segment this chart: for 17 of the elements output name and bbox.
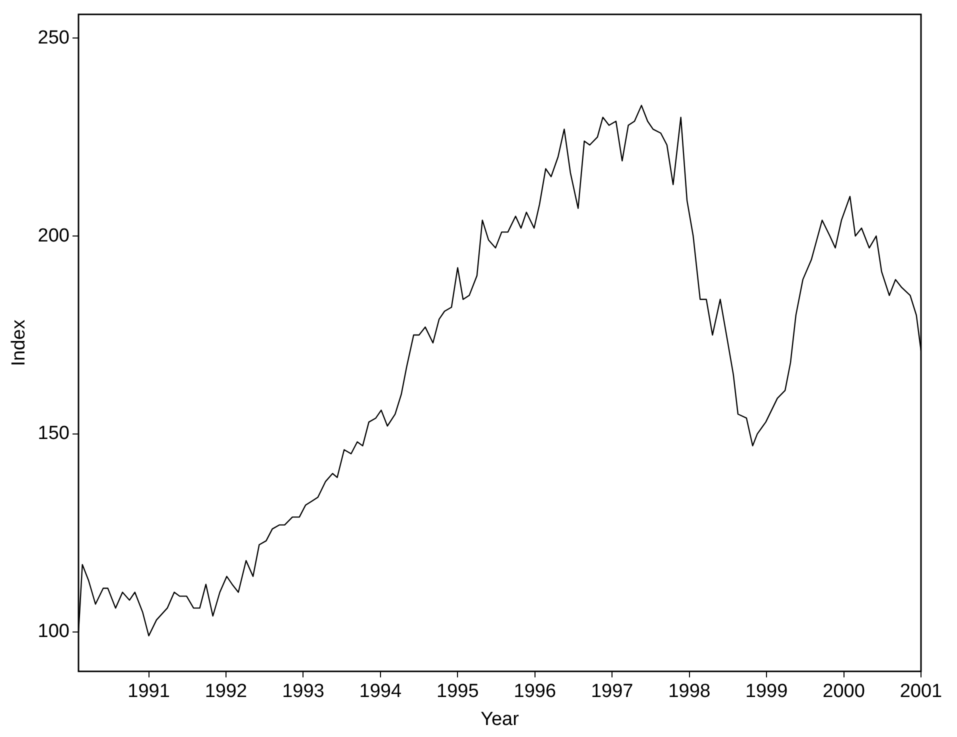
y-tick-label: 200 bbox=[38, 225, 70, 246]
x-tick-label: 1999 bbox=[745, 681, 788, 702]
y-axis-title: Index bbox=[8, 319, 30, 366]
x-tick-label: 1992 bbox=[204, 681, 248, 702]
x-axis-title: Year bbox=[480, 708, 520, 730]
y-tick-label: 100 bbox=[38, 621, 70, 642]
x-tick-label: 2000 bbox=[822, 681, 865, 702]
x-tick-label: 1994 bbox=[359, 681, 402, 702]
x-tick-label: 1993 bbox=[282, 681, 324, 702]
x-tick-label: 1997 bbox=[590, 681, 634, 702]
x-tick-label: 1995 bbox=[436, 681, 479, 702]
y-tick-label: 150 bbox=[38, 423, 70, 444]
x-tick-label: 1998 bbox=[668, 681, 710, 702]
x-tick-label: 2001 bbox=[900, 681, 942, 702]
x-tick-label: 1991 bbox=[128, 681, 170, 702]
y-tick-label: 250 bbox=[38, 27, 70, 48]
x-tick-label: 1996 bbox=[514, 681, 556, 702]
